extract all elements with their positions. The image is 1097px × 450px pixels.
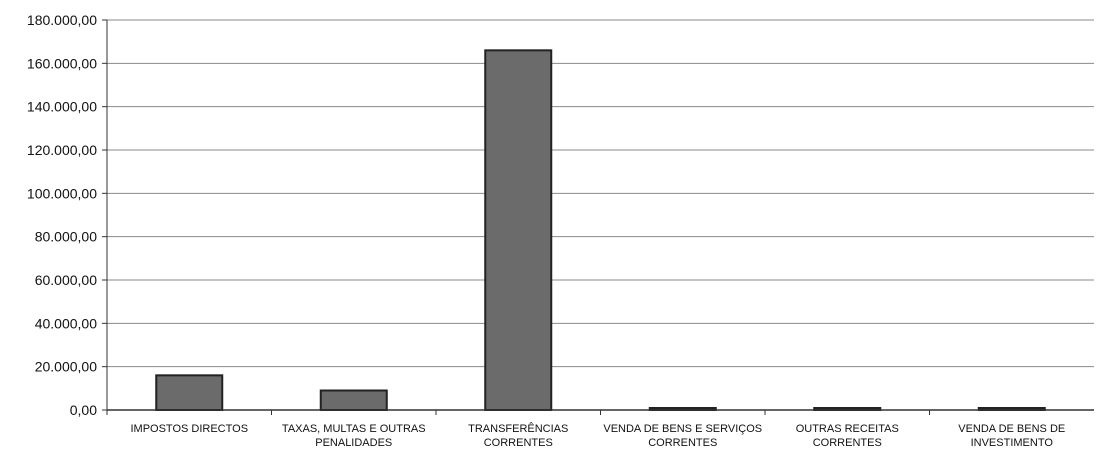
x-category-label: VENDA DE BENS E SERVIÇOS CORRENTES: [603, 423, 762, 449]
x-category-label-line: TAXAS, MULTAS E OUTRAS: [282, 423, 426, 435]
x-category-label: OUTRAS RECEITAS CORRENTES: [796, 423, 899, 449]
y-tick-label: 120.000,00: [27, 142, 97, 158]
x-category-label-line: CORRENTES: [648, 437, 717, 449]
x-category-label-line: INVESTIMENTO: [971, 437, 1054, 449]
bars: [155, 49, 1046, 412]
y-tick-label: 80.000,00: [35, 229, 97, 245]
y-tick-label: 100.000,00: [27, 185, 97, 201]
gridlines: [107, 19, 1094, 368]
x-category-label: TRANSFERÊNCIAS CORRENTES: [468, 422, 568, 449]
bar: [484, 49, 553, 411]
x-category-label-line: TRANSFERÊNCIAS: [468, 422, 568, 435]
bar: [155, 374, 224, 412]
bar: [319, 389, 388, 411]
y-axis-ticks: 0,00 20.000,00 40.000,00 60.000,00 80.000,00…: [27, 12, 107, 418]
y-tick-label: 0,00: [70, 402, 97, 418]
x-category-label-line: CORRENTES: [484, 437, 553, 449]
y-tick-label: 140.000,00: [27, 99, 97, 115]
y-tick-label: 20.000,00: [35, 359, 97, 375]
x-category-label-line: CORRENTES: [813, 437, 882, 449]
y-tick-label: 180.000,00: [27, 12, 97, 28]
x-category-label-line: OUTRAS RECEITAS: [796, 423, 899, 435]
x-axis-labels: IMPOSTOS DIRECTOS TAXAS, MULTAS E OUTRAS P…: [106, 410, 1065, 449]
x-category-label: IMPOSTOS DIRECTOS: [130, 423, 248, 435]
x-category-label: VENDA DE BENS DE INVESTIMENTO: [958, 423, 1065, 449]
x-category-label-line: VENDA DE BENS DE: [958, 423, 1065, 435]
y-tick-label: 40.000,00: [35, 315, 97, 331]
x-category-label-line: VENDA DE BENS E SERVIÇOS: [603, 423, 762, 435]
y-tick-label: 160.000,00: [27, 55, 97, 71]
y-tick-label: 60.000,00: [35, 272, 97, 288]
x-category-label: TAXAS, MULTAS E OUTRAS PENALIDADES: [282, 423, 426, 449]
x-category-label-line: PENALIDADES: [315, 437, 392, 449]
x-category-label-line: IMPOSTOS DIRECTOS: [130, 423, 248, 435]
